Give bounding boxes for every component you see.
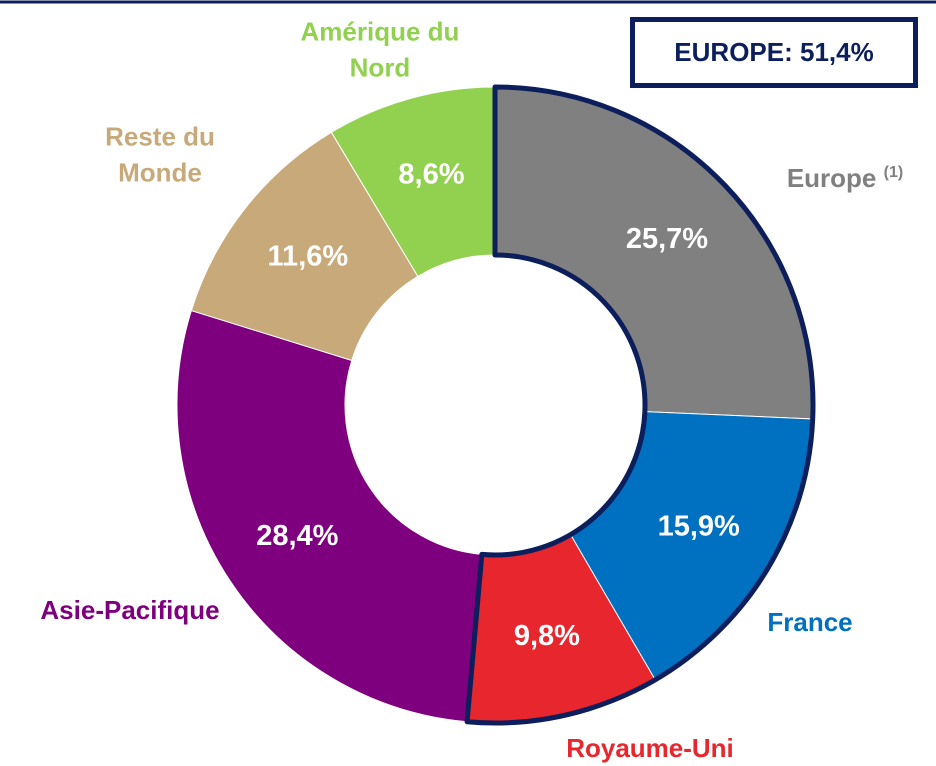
category-text: Amérique du Nord xyxy=(300,16,460,83)
slice xyxy=(190,131,419,362)
slice xyxy=(176,309,483,723)
category-text: Europe xyxy=(786,162,877,193)
category-label: Reste du Monde xyxy=(80,119,240,192)
category-text: France xyxy=(767,606,853,637)
value-label: 28,4% xyxy=(256,520,338,552)
value-label: 25,7% xyxy=(626,223,708,255)
group-label: EUROPE: 51,4% xyxy=(630,17,918,88)
category-text: Royaume-Uni xyxy=(566,732,734,763)
category-label: Royaume-Uni xyxy=(540,730,760,766)
group-outline xyxy=(464,84,816,726)
category-label: Europe (1) xyxy=(745,160,936,196)
value-label: 9,8% xyxy=(514,620,580,652)
category-superscript: (1) xyxy=(883,163,904,181)
value-label: 15,9% xyxy=(658,511,740,543)
category-label: Amérique du Nord xyxy=(290,14,470,87)
category-label: France xyxy=(710,604,910,640)
category-label: Asie-Pacifique xyxy=(10,592,250,628)
category-text: Asie-Pacifique xyxy=(40,594,220,625)
value-label: 11,6% xyxy=(268,241,349,273)
value-label: 8,6% xyxy=(398,158,464,190)
category-text: Reste du Monde xyxy=(105,121,215,188)
